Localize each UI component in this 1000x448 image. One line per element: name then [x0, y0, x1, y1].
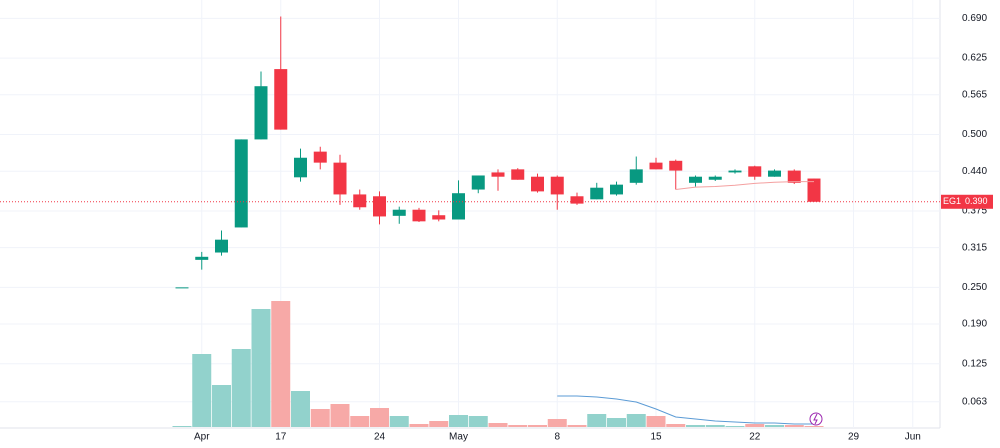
- volume-bar: [449, 415, 468, 427]
- x-tick-label: 15: [650, 432, 662, 443]
- plot: [0, 16, 940, 427]
- volume-bar: [389, 416, 409, 427]
- candle-body: [333, 162, 347, 195]
- volume-bar: [212, 385, 231, 427]
- volume-bar: [666, 424, 686, 427]
- candle-body: [215, 239, 228, 253]
- candle-body: [629, 169, 643, 183]
- volume-bar: [705, 425, 725, 427]
- volume-bar: [172, 426, 192, 427]
- x-tick-label: 24: [374, 432, 386, 443]
- volume-bar: [745, 424, 765, 427]
- volume-bar: [686, 425, 705, 427]
- x-tick-label: 8: [554, 432, 560, 443]
- candle-body: [175, 287, 189, 289]
- y-tick-label: 0.125: [962, 358, 987, 369]
- volume-bar: [291, 391, 310, 427]
- symbol-tag: [941, 194, 963, 209]
- y-tick-label: 0.440: [962, 166, 987, 177]
- candle-body: [807, 178, 821, 202]
- candle-body: [708, 176, 722, 180]
- candle-body: [254, 86, 268, 140]
- volume-bar: [192, 354, 212, 427]
- candle-body: [432, 215, 446, 220]
- candle-body: [491, 172, 505, 177]
- candle-body: [392, 209, 406, 216]
- volume-bar: [271, 301, 291, 427]
- y-tick-label: 0.063: [962, 396, 987, 407]
- last-price-label: 0.390: [965, 196, 988, 206]
- x-tick-label: May: [449, 432, 468, 443]
- y-tick-label: 0.190: [962, 319, 987, 330]
- volume-bar: [607, 418, 626, 427]
- volume-bar: [587, 414, 607, 427]
- volume-bar: [784, 425, 804, 427]
- last-price-tag: [963, 194, 993, 209]
- y-tick-label: 0.315: [962, 242, 987, 253]
- volume-bar: [804, 426, 824, 427]
- volume-bar: [310, 409, 330, 427]
- symbol-label: EG1: [943, 196, 961, 206]
- event-bolt: [813, 413, 818, 425]
- volume-bar: [231, 349, 251, 427]
- y-tick-label: 0.565: [962, 89, 987, 100]
- candle-body: [689, 176, 702, 183]
- candle-body: [610, 184, 623, 195]
- volume-bar: [488, 423, 508, 427]
- candle-body: [590, 187, 604, 200]
- y-tick-label: 0.250: [962, 282, 987, 293]
- candle-body: [373, 196, 386, 217]
- volume-bar: [350, 416, 370, 427]
- candle-body: [511, 169, 525, 180]
- grid: [0, 0, 940, 428]
- volume-bar: [251, 309, 271, 427]
- y-tick-label: 0.690: [962, 13, 987, 24]
- candle-body: [787, 170, 801, 183]
- y-tick-label: 0.500: [962, 129, 987, 140]
- volume-bar: [567, 425, 587, 427]
- x-tick-label: 17: [275, 432, 287, 443]
- volume-bar: [508, 425, 528, 427]
- x-tick-label: Apr: [194, 432, 210, 443]
- volume-bar: [528, 425, 547, 427]
- event-icon: [809, 412, 823, 426]
- candle-body: [294, 157, 307, 178]
- candle-body: [412, 209, 426, 222]
- candle-body: [570, 196, 584, 204]
- candle-body: [669, 160, 683, 171]
- x-tick-label: Jun: [905, 432, 921, 443]
- volume-bar: [429, 421, 449, 427]
- volume-bar: [547, 419, 567, 427]
- volume-bar: [646, 416, 666, 427]
- candle-body: [768, 170, 781, 177]
- price-ma-line: [675, 181, 814, 191]
- volume-bar: [765, 425, 784, 427]
- volume-bar: [725, 426, 745, 427]
- candle-body: [274, 69, 288, 130]
- candle-body: [649, 162, 663, 170]
- candle-body: [531, 176, 544, 192]
- candle-body: [234, 139, 248, 228]
- volume-bar: [330, 404, 350, 427]
- y-tick-label: 0.625: [962, 53, 987, 64]
- volume-ma-line: [557, 395, 814, 425]
- volume-bar: [626, 414, 646, 427]
- x-tick-label: 29: [848, 432, 860, 443]
- candle-body: [550, 176, 564, 195]
- candle-body: [471, 175, 485, 190]
- volume-bar: [370, 408, 389, 427]
- y-tick-label: 0.375: [962, 206, 987, 217]
- candle-body: [748, 166, 762, 177]
- volume-bar: [468, 416, 488, 427]
- candle-body: [452, 193, 465, 220]
- candle-body: [195, 256, 209, 260]
- candle-body: [728, 170, 742, 173]
- volume-bar: [409, 424, 429, 427]
- candle-body: [353, 194, 367, 208]
- x-tick-label: 22: [749, 432, 761, 443]
- candle-body: [313, 151, 327, 163]
